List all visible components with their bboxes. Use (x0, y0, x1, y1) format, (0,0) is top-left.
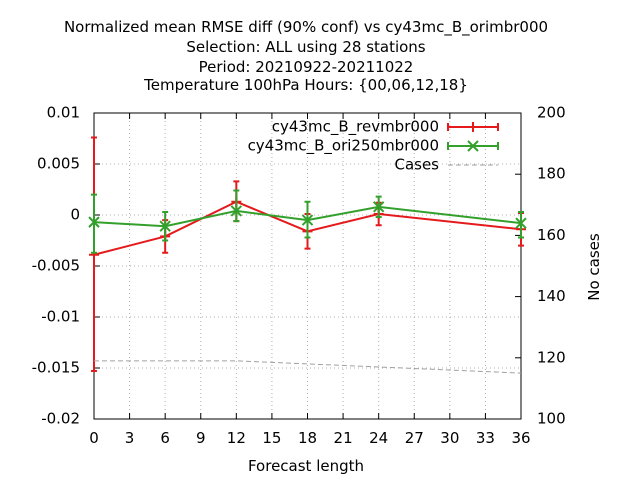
series-cy43mc_B_revmbr000 (89, 136, 526, 373)
legend-marker (467, 140, 479, 152)
legend-label: Cases (394, 156, 439, 174)
data-point (515, 217, 527, 229)
y2-tick-label: 120 (537, 348, 566, 366)
y-tick-label: -0.005 (32, 257, 80, 275)
y2-tick-label: 160 (537, 226, 566, 244)
y2-tick-label: 200 (537, 104, 566, 122)
x-tick-label: 6 (160, 429, 170, 447)
x-tick-label: 9 (196, 429, 206, 447)
title-line-4: Temperature 100hPa Hours: {00,06,12,18} (143, 76, 468, 94)
axes: 0 3 6 9 12 15 18 21 24 27 30 33 360.010.0050-0.005-0… (32, 104, 566, 448)
title-line-3: Period: 20210922-20211022 (199, 58, 414, 76)
y-tick-label: 0.01 (47, 104, 80, 122)
x-tick-label: 15 (262, 429, 281, 447)
series-line (94, 360, 522, 374)
data-point (88, 216, 100, 228)
series-Cases (94, 360, 522, 374)
chart-title: Normalized mean RMSE diff (90% conf) vs … (64, 18, 548, 94)
x-tick-label: 18 (298, 429, 317, 447)
series-line (93, 200, 522, 256)
y2-tick-label: 180 (537, 165, 566, 183)
x-tick-label: 3 (125, 429, 135, 447)
legend-label: cy43mc_B_ori250mbr000 (248, 137, 439, 156)
series-line (93, 205, 522, 228)
data-point (230, 205, 243, 217)
title-line-1: Normalized mean RMSE diff (90% conf) vs … (64, 18, 548, 37)
series-group (88, 136, 527, 374)
y-tick-label: 0.005 (37, 155, 80, 173)
y-tick-label: 0 (70, 206, 80, 224)
x-tick-label: 30 (440, 429, 459, 447)
y-tick-label: -0.02 (41, 410, 80, 428)
data-point (372, 201, 385, 213)
title-line-2: Selection: ALL using 28 stations (186, 38, 425, 56)
data-point (301, 214, 314, 226)
y2-tick-label: 100 (537, 410, 566, 428)
data-point (159, 220, 171, 232)
x-tick-label: 27 (405, 429, 424, 447)
x-tick-label: 24 (369, 429, 388, 447)
x-tick-label: 12 (227, 429, 246, 447)
legend-error-cap (447, 142, 499, 150)
legend-label: cy43mc_B_revmbr000 (272, 118, 439, 137)
series-cy43mc_B_ori250mbr000 (88, 189, 527, 254)
legend-error-cap (447, 123, 499, 131)
y2-tick-label: 140 (537, 287, 566, 305)
y-tick-label: -0.01 (41, 308, 80, 326)
grid (94, 113, 521, 419)
legend: cy43mc_B_revmbr000cy43mc_B_ori250mbr000C… (248, 118, 499, 174)
error-bar (91, 193, 97, 254)
legend-marker (468, 122, 478, 132)
y2-axis-label: No cases (585, 233, 603, 301)
x-tick-label: 0 (89, 429, 99, 447)
x-tick-label: 21 (334, 429, 353, 447)
x-axis-label: Forecast length (248, 457, 364, 475)
x-tick-label: 33 (476, 429, 495, 447)
x-tick-label: 36 (511, 429, 530, 447)
error-bar (233, 189, 240, 223)
error-bar (518, 210, 524, 239)
y-tick-label: -0.015 (32, 359, 80, 377)
